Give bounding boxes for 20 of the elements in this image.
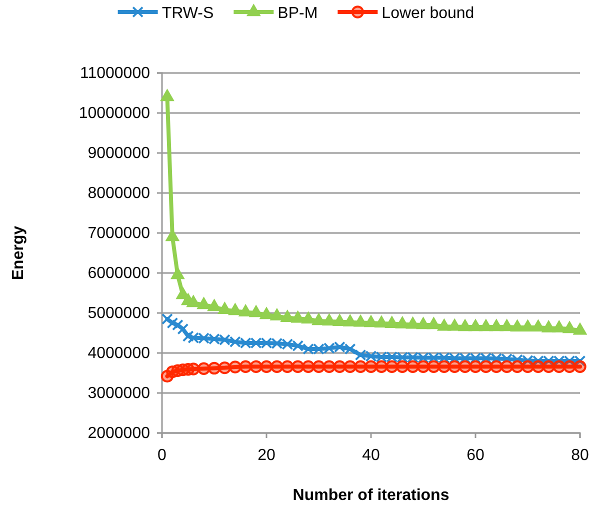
x-axis-title: Number of iterations [292, 487, 450, 504]
x-tick-label: 0 [158, 447, 167, 464]
legend-label: Lower bound [382, 5, 474, 22]
y-tick-label: 5000000 [88, 305, 150, 322]
y-tick-label: 9000000 [88, 145, 150, 162]
y-tick-label: 6000000 [88, 265, 150, 282]
y-tick-label: 3000000 [88, 385, 150, 402]
y-tick-label: 4000000 [88, 345, 150, 362]
x-tick-label: 20 [258, 447, 276, 464]
y-tick-label: 2000000 [88, 425, 150, 442]
x-tick-label: 40 [362, 447, 380, 464]
y-axis-title: Energy [10, 226, 27, 280]
legend-label: BP-M [278, 5, 318, 22]
x-tick-label: 80 [571, 447, 589, 464]
legend-label: TRW-S [162, 5, 214, 22]
y-tick-label: 11000000 [80, 65, 150, 82]
y-tick-label: 7000000 [88, 225, 150, 242]
y-tick-label: 10000000 [78, 105, 150, 122]
y-tick-label: 8000000 [88, 185, 150, 202]
x-tick-label: 60 [466, 447, 484, 464]
